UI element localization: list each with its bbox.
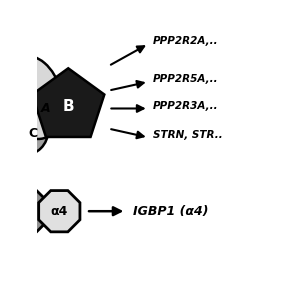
Text: PPP2R2A,..: PPP2R2A,.. [153, 37, 219, 46]
Text: α4: α4 [51, 205, 68, 218]
Text: PPP2R5A,..: PPP2R5A,.. [153, 75, 219, 84]
Text: C: C [28, 126, 37, 139]
Text: B: B [62, 99, 74, 114]
Text: PPP2R3A,..: PPP2R3A,.. [153, 101, 219, 111]
Polygon shape [8, 191, 49, 232]
Text: STRN, STR..: STRN, STR.. [153, 130, 223, 140]
Ellipse shape [2, 56, 63, 139]
Polygon shape [39, 191, 80, 232]
Polygon shape [32, 68, 104, 137]
Text: A: A [41, 102, 51, 115]
Text: IGBP1 (α4): IGBP1 (α4) [133, 205, 209, 218]
Circle shape [0, 106, 48, 155]
